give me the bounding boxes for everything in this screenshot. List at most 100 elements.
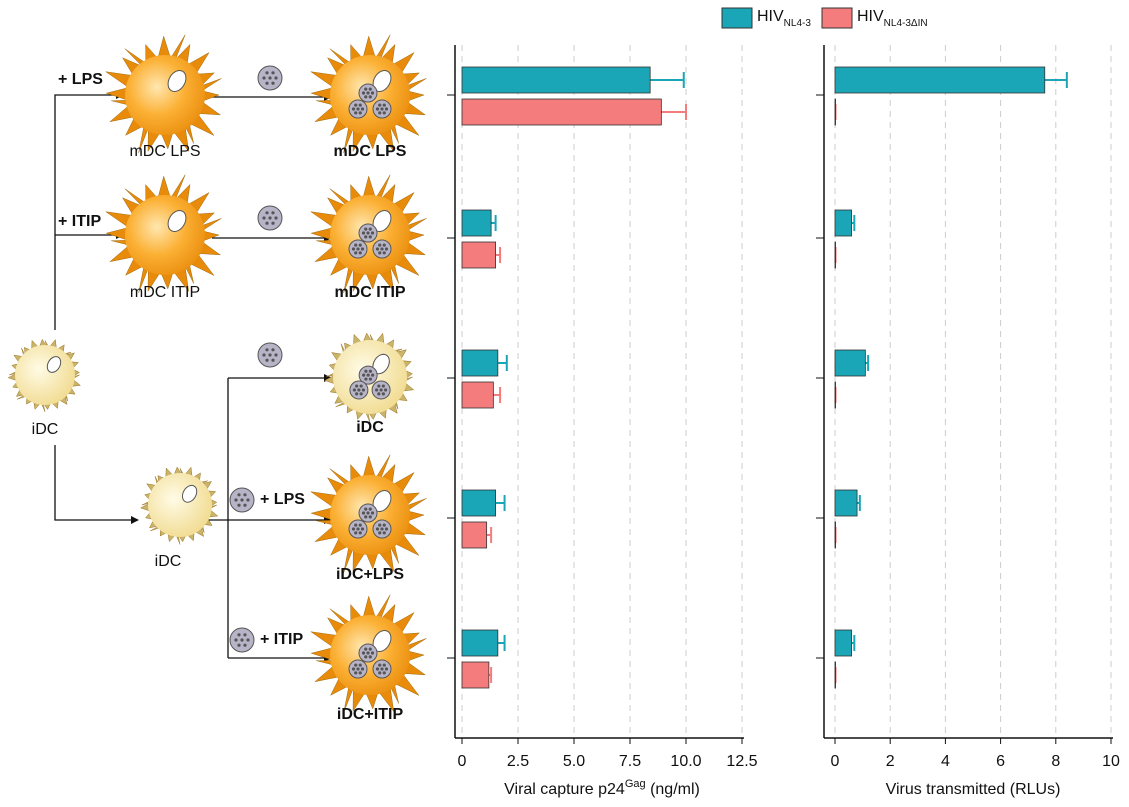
bar (461, 241, 496, 269)
bar (834, 98, 836, 126)
virus-dot (354, 523, 358, 527)
virus-dot (364, 377, 368, 381)
bar (834, 521, 836, 549)
virus-dot (382, 663, 386, 667)
virus-dot (366, 651, 370, 655)
virus-dot (360, 527, 365, 531)
virus-dot (265, 221, 269, 225)
virus-dot (364, 95, 368, 99)
virus-dot (246, 638, 250, 642)
virus-dot (368, 235, 372, 239)
virus-dot (351, 247, 356, 251)
virus-dot (368, 507, 372, 511)
diagram-label: + ITIP (58, 213, 101, 230)
virus-dot (268, 353, 272, 357)
bar (834, 241, 836, 269)
virus-dot (384, 247, 389, 251)
virus-dot (382, 251, 386, 255)
nucleus (167, 210, 187, 232)
virus-dot (358, 111, 362, 115)
virus-dot (364, 235, 368, 239)
diagram-label: + LPS (58, 71, 103, 88)
virus-dot (368, 655, 372, 659)
virus-dot (354, 663, 358, 667)
x-tick-label: 0 (458, 753, 467, 770)
bar (834, 381, 836, 409)
x-tick-label: 2 (886, 753, 895, 770)
virus-dot (360, 667, 365, 671)
x-tick-label: 2.5 (507, 753, 529, 770)
virus-dot (370, 651, 375, 655)
virus-dot (366, 91, 370, 95)
virus-dot (274, 76, 278, 80)
x-axis-label-unit: (ng/ml) (650, 781, 700, 798)
diagram-label: iDC (356, 419, 384, 436)
virus-dot (355, 392, 359, 396)
virus-dot (368, 377, 372, 381)
virus-dot (234, 638, 238, 642)
virus-dot (268, 216, 272, 220)
virus-dot (271, 211, 275, 215)
virus-dot (362, 373, 366, 377)
virus-dot (356, 247, 360, 251)
virus-dot (357, 388, 361, 392)
virus-dot (237, 643, 241, 647)
virus-dot (375, 107, 380, 111)
x-tick-label: 0 (831, 753, 840, 770)
virus-dot (368, 647, 372, 651)
bar (834, 66, 1046, 94)
virus-dot (271, 221, 275, 225)
virus-dot (361, 388, 365, 392)
virus-dot (243, 503, 247, 507)
virus-dot (274, 353, 278, 357)
virus-dot (370, 231, 375, 235)
x-axis-label-text: Viral capture p24 (504, 781, 625, 798)
virus-dot (265, 348, 269, 352)
virus-dot (382, 103, 386, 107)
virus-dot (358, 523, 362, 527)
virus-dot (370, 91, 375, 95)
bar (461, 629, 499, 657)
cell-body (125, 195, 205, 275)
virus-dot (377, 392, 381, 396)
virus-dot (378, 251, 382, 255)
legend-swatch (721, 7, 753, 29)
bar (461, 98, 662, 126)
virus-dot (265, 211, 269, 215)
bar (461, 521, 488, 549)
legend-subscript: NL4-3ΔIN (884, 18, 928, 29)
virus-dot (382, 111, 386, 115)
virus-dot (384, 527, 389, 531)
virus-dot (358, 663, 362, 667)
virus-dot (359, 384, 363, 388)
virus-dot (368, 95, 372, 99)
virus-dot (382, 531, 386, 535)
virus-dot (364, 369, 368, 373)
virus-dot (368, 369, 372, 373)
virus-dot (379, 388, 383, 392)
virus-dot (352, 388, 356, 392)
virus-dot (361, 91, 366, 95)
arrow-heads (116, 91, 332, 662)
bar (461, 209, 492, 237)
virus-dot (366, 373, 370, 377)
virus-dot (368, 87, 372, 91)
virus-dot (370, 511, 375, 515)
x-tick-label: 5.0 (563, 753, 585, 770)
virus-dot (361, 511, 366, 515)
x-axis-label: Virus transmitted (RLUs) (886, 781, 1061, 798)
virus-dot (246, 498, 250, 502)
diagram-label: mDC LPS (334, 143, 407, 160)
virus-dot (378, 111, 382, 115)
virus-dot (384, 107, 389, 111)
virus-dot (378, 103, 382, 107)
virus-dot (380, 667, 384, 671)
bar (461, 349, 499, 377)
x-axis-label-sup: Gag (625, 778, 646, 790)
virus-dot (359, 392, 363, 396)
virus-dot (358, 671, 362, 675)
virus-dot (265, 71, 269, 75)
virus-dot (360, 107, 365, 111)
legend-label: HIVNL4-3ΔIN (857, 8, 928, 28)
virus-dot (243, 493, 247, 497)
